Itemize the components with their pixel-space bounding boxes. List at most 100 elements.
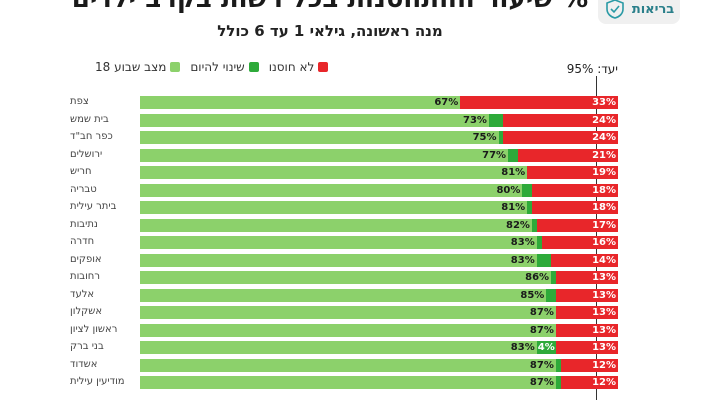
category-label: חריש	[70, 166, 92, 177]
data-label-unvaccinated: 18%	[592, 184, 616, 196]
category-label: נתיבות	[70, 218, 98, 230]
bar-today-segment	[536, 341, 556, 354]
category-label: כפר חב"ד	[70, 131, 113, 142]
legend-label-today: שינוי להיום	[190, 60, 245, 74]
brand-name: בריאות	[631, 1, 675, 17]
target-label: יעד: 95%	[566, 62, 618, 76]
data-label-unvaccinated: 19%	[592, 167, 616, 178]
bar-unvaccinated-segment	[555, 288, 618, 302]
legend-swatch-dark-green	[248, 62, 259, 72]
data-label-base: 85%	[520, 289, 545, 301]
data-label-unvaccinated: 17%	[592, 219, 616, 231]
data-label-base: 75%	[472, 132, 497, 143]
category-label: צפת	[70, 96, 89, 107]
bar-today-segment	[498, 131, 504, 144]
bar-base-segment	[140, 236, 537, 249]
data-label-unvaccinated: 12%	[592, 377, 616, 388]
bar-unvaccinated-segment	[503, 131, 618, 144]
chart-title: % שיעור ההתחסנות בכל רשות בקרב ילדים	[70, 0, 590, 14]
bar-base-segment	[140, 183, 523, 197]
bar-today-segment	[536, 236, 542, 249]
bar-unvaccinated-segment	[531, 201, 618, 214]
category-label: ראשון לציון	[70, 323, 118, 335]
data-label-base: 87%	[529, 324, 554, 336]
bar-base-segment	[140, 288, 547, 302]
data-label-unvaccinated: 18%	[592, 202, 616, 213]
bar-base-segment	[140, 341, 537, 354]
data-label-base: 87%	[529, 377, 554, 388]
data-label-base: 77%	[482, 149, 507, 161]
data-label-unvaccinated: 33%	[592, 97, 616, 108]
data-label-base: 73%	[463, 114, 487, 126]
bar-base-segment	[140, 253, 537, 267]
bar-today-segment	[536, 253, 552, 267]
data-label-base: 83%	[510, 342, 535, 353]
data-label-unvaccinated: 13%	[592, 324, 616, 336]
bar-unvaccinated-segment	[560, 376, 618, 389]
bar-unvaccinated-segment	[531, 183, 618, 197]
category-label: אשקלון	[70, 306, 102, 317]
legend-item-base: מצב שבוע 18	[95, 60, 181, 74]
bar-unvaccinated-segment	[560, 358, 618, 372]
bar-base-segment	[140, 166, 528, 179]
category-label: ביתר עילית	[70, 201, 117, 212]
data-label-unvaccinated: 12%	[592, 359, 616, 371]
bar-unvaccinated-segment	[541, 236, 618, 249]
legend-swatch-red	[318, 62, 329, 72]
bar-unvaccinated-segment	[551, 253, 618, 267]
bar-unvaccinated-segment	[555, 271, 618, 284]
data-label-base: 67%	[434, 97, 459, 108]
shield-icon	[606, 0, 624, 19]
category-label: בני ברק	[70, 341, 104, 352]
category-label: רחובות	[70, 271, 100, 282]
data-label-unvaccinated: 13%	[592, 307, 616, 318]
bar-base-segment	[140, 358, 556, 372]
bar-unvaccinated-segment	[555, 306, 618, 319]
data-label-base: 80%	[496, 184, 521, 196]
bar-today-segment	[555, 376, 561, 389]
bar-base-segment	[140, 96, 461, 109]
bar-base-segment	[140, 201, 528, 214]
data-label-base: 87%	[529, 307, 554, 318]
data-label-base: 86%	[525, 272, 550, 283]
bar-today-segment	[508, 148, 518, 162]
bar-today-segment	[551, 271, 556, 284]
data-label-unvaccinated: 24%	[592, 114, 616, 126]
category-label: טבריה	[70, 183, 97, 195]
bar-base-segment	[140, 148, 509, 162]
data-label-unvaccinated: 13%	[592, 289, 616, 301]
legend-label-unvaccinated: לא חוסנו	[268, 60, 315, 74]
category-label: אלעד	[70, 288, 95, 300]
bar-today-segment	[527, 201, 532, 214]
data-label-base: 82%	[506, 219, 530, 231]
bar-unvaccinated-segment	[527, 166, 618, 179]
category-label: אופקים	[70, 253, 102, 265]
bar-base-segment	[140, 271, 552, 284]
bar-unvaccinated-segment	[555, 323, 618, 337]
legend-swatch-light-green	[170, 62, 181, 72]
brand-badge: בריאות	[598, 0, 680, 24]
bar-today-segment	[546, 288, 556, 302]
bar-unvaccinated-segment	[555, 341, 618, 354]
category-label: חדרה	[70, 236, 95, 247]
bar-base-segment	[140, 306, 556, 319]
category-label: ירושלים	[70, 148, 103, 160]
data-label-unvaccinated: 16%	[592, 237, 616, 248]
bar-unvaccinated-segment	[460, 96, 618, 109]
bar-today-segment	[522, 183, 532, 197]
category-label: אשדוד	[70, 358, 98, 370]
legend-label-base: מצב שבוע 18	[95, 60, 167, 74]
category-label: בית שמש	[70, 113, 109, 125]
data-label-base: 81%	[501, 202, 526, 213]
bar-unvaccinated-segment	[536, 218, 618, 232]
bar-unvaccinated-segment	[517, 148, 618, 162]
data-label-unvaccinated: 21%	[592, 149, 616, 161]
data-label-unvaccinated: 14%	[592, 254, 616, 266]
data-label-unvaccinated: 13%	[592, 342, 616, 353]
data-label-base: 83%	[510, 237, 535, 248]
chart-subtitle: מנה ראשונה, גילאי 1 עד 6 כולל	[217, 22, 443, 40]
bar-base-segment	[140, 131, 499, 144]
bar-base-segment	[140, 218, 532, 232]
data-label-base: 87%	[529, 359, 554, 371]
legend-item-unvaccinated: לא חוסנו	[269, 60, 329, 74]
